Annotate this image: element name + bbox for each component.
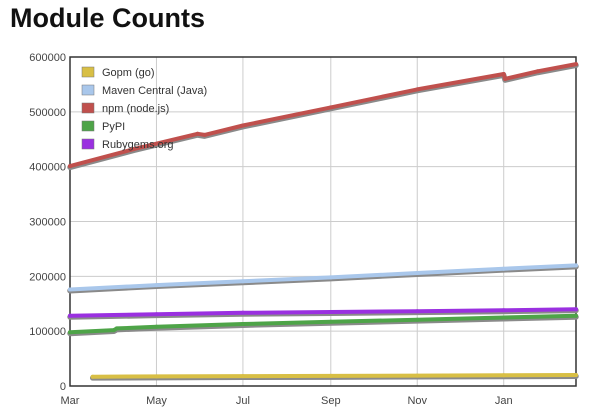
series-point xyxy=(503,76,508,81)
series-point xyxy=(415,373,420,378)
series-point xyxy=(574,263,578,268)
series-point xyxy=(154,312,159,317)
series-point xyxy=(111,328,116,333)
legend-label: Maven Central (Java) xyxy=(102,85,207,97)
series-point xyxy=(328,275,333,280)
legend-swatch xyxy=(81,138,95,150)
legend-swatch xyxy=(81,84,95,96)
series-point xyxy=(501,315,506,320)
series-0 xyxy=(89,373,579,381)
series-point xyxy=(501,72,506,76)
series-point xyxy=(131,147,136,152)
series-point xyxy=(535,69,540,74)
series-point xyxy=(328,310,333,314)
legend-swatch xyxy=(81,120,95,132)
y-tick-label: 200000 xyxy=(29,271,66,283)
series-point xyxy=(501,373,506,378)
x-tick-label: Mar xyxy=(61,395,80,407)
series-point xyxy=(240,310,245,315)
series-point xyxy=(240,279,245,284)
y-tick-label: 100000 xyxy=(29,326,66,338)
series-point xyxy=(68,313,72,318)
series-line xyxy=(68,263,578,292)
series-point xyxy=(154,374,159,379)
series-point xyxy=(415,309,420,314)
y-tick-label: 400000 xyxy=(29,162,66,174)
series-point xyxy=(574,313,578,318)
series-point xyxy=(68,287,72,292)
y-tick-label: 0 xyxy=(60,381,66,393)
series-point xyxy=(574,307,578,312)
y-tick-label: 600000 xyxy=(29,52,66,64)
series-point xyxy=(202,132,207,137)
series-point xyxy=(240,322,245,326)
legend-swatch xyxy=(81,66,95,78)
legend-label: Rubygems.org xyxy=(102,139,174,151)
series-point xyxy=(154,324,159,329)
legend-item: Maven Central (Java) xyxy=(81,84,207,97)
series-point xyxy=(90,374,95,379)
x-tick-label: May xyxy=(146,395,167,407)
legend-label: PyPI xyxy=(102,121,125,133)
series-point xyxy=(195,131,200,136)
axes: 0 100000 200000 300000 400000 500000 600000 Mar… xyxy=(29,52,577,407)
series-point xyxy=(240,374,245,379)
series-line-shadow xyxy=(67,62,579,171)
legend-item: Gopm (go) xyxy=(81,66,155,79)
series-point xyxy=(501,266,506,271)
x-tick-label: Jul xyxy=(236,395,250,407)
series-point xyxy=(328,373,333,378)
series-point xyxy=(328,105,333,110)
x-tick-label: Sep xyxy=(321,395,341,407)
series-point xyxy=(415,271,420,275)
x-tick-label: Nov xyxy=(407,395,427,407)
x-tick-label: Jan xyxy=(495,395,513,407)
series-point xyxy=(240,123,245,128)
series-point xyxy=(501,308,506,313)
series-point xyxy=(68,164,72,169)
series-point xyxy=(114,326,119,331)
legend-swatch xyxy=(81,102,95,114)
chart-title: Module Counts xyxy=(10,3,205,33)
series-2 xyxy=(67,62,579,171)
series-point xyxy=(68,330,72,335)
y-tick-label: 300000 xyxy=(29,217,66,229)
series-point xyxy=(328,319,333,324)
series-point xyxy=(574,373,578,377)
series-point xyxy=(415,87,420,92)
series-3 xyxy=(67,313,579,337)
series-point xyxy=(154,283,159,288)
y-tick-label: 500000 xyxy=(29,107,66,119)
series-4 xyxy=(67,307,579,320)
legend: Gopm (go) Maven Central (Java) npm (node.j… xyxy=(81,66,207,151)
legend-label: Gopm (go) xyxy=(102,67,155,79)
series-lines xyxy=(67,62,579,381)
legend-item: Rubygems.org xyxy=(81,138,174,151)
legend-item: npm (node.js) xyxy=(81,102,169,115)
legend-item: PyPI xyxy=(81,120,125,133)
series-point xyxy=(574,62,578,67)
series-point xyxy=(415,317,420,322)
series-1 xyxy=(67,263,579,294)
legend-label: npm (node.js) xyxy=(102,103,169,115)
plot-frame xyxy=(69,56,577,387)
